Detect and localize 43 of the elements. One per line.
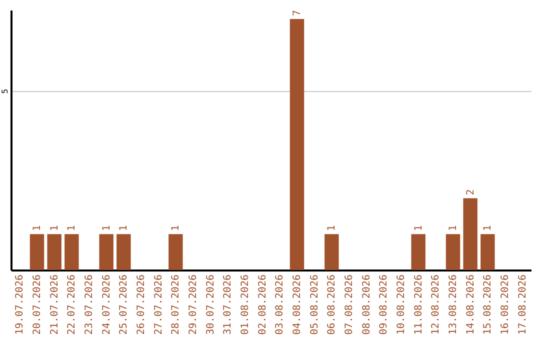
data-label: 2	[465, 189, 476, 196]
x-tick-label: 16.08.2026	[500, 274, 511, 335]
x-tick-label: 14.08.2026	[465, 274, 476, 335]
x-tick-label: 27.07.2026	[153, 274, 164, 335]
x-tick-label: 02.08.2026	[257, 274, 268, 335]
x-tick-label: 11.08.2026	[413, 274, 424, 335]
x-tick-label: 30.07.2026	[205, 274, 216, 335]
x-tick-label: 28.07.2026	[170, 274, 182, 335]
data-label: 1	[32, 225, 43, 232]
x-tick-label: 08.08.2026	[361, 274, 372, 335]
x-tick-label: 13.08.2026	[448, 274, 459, 335]
x-tick-label: 29.07.2026	[188, 274, 199, 335]
x-tick-label: 17.08.2026	[517, 274, 528, 335]
x-tick-label: 19.07.2026	[14, 274, 26, 335]
x-tick-label: 21.07.2026	[49, 274, 60, 335]
x-tick-label: 12.08.2026	[430, 274, 442, 335]
y-tick-label: 5	[0, 88, 10, 94]
data-label: 1	[413, 225, 424, 232]
x-tick-label: 22.07.2026	[66, 274, 78, 335]
x-tick-label: 07.08.2026	[344, 274, 355, 335]
data-label: 1	[482, 225, 494, 232]
data-label: 1	[49, 225, 60, 232]
data-label: 1	[170, 225, 182, 232]
x-tick-label: 10.08.2026	[396, 274, 407, 335]
x-tick-label: 09.08.2026	[378, 274, 390, 335]
data-label: 1	[118, 225, 130, 232]
x-tick-label: 31.07.2026	[222, 274, 234, 335]
x-tick-label: 20.07.2026	[32, 274, 43, 335]
data-label: 7	[292, 10, 303, 16]
data-label: 1	[66, 225, 78, 232]
x-tick-label: 03.08.2026	[274, 274, 286, 335]
data-label: 1	[326, 225, 338, 232]
x-tick-label: 06.08.2026	[326, 274, 338, 335]
data-label: 1	[448, 225, 459, 232]
x-tick-label: 01.08.2026	[240, 274, 251, 335]
data-label: 1	[101, 225, 112, 232]
x-tick-label: 05.08.2026	[309, 274, 320, 335]
x-tick-label: 26.07.2026	[136, 274, 147, 335]
x-tick-label: 25.07.2026	[118, 274, 130, 335]
x-tick-label: 23.07.2026	[84, 274, 95, 335]
x-tick-label: 04.08.2026	[292, 274, 303, 335]
x-tick-label: 24.07.2026	[101, 274, 112, 335]
x-tick-label: 15.08.2026	[482, 274, 494, 335]
